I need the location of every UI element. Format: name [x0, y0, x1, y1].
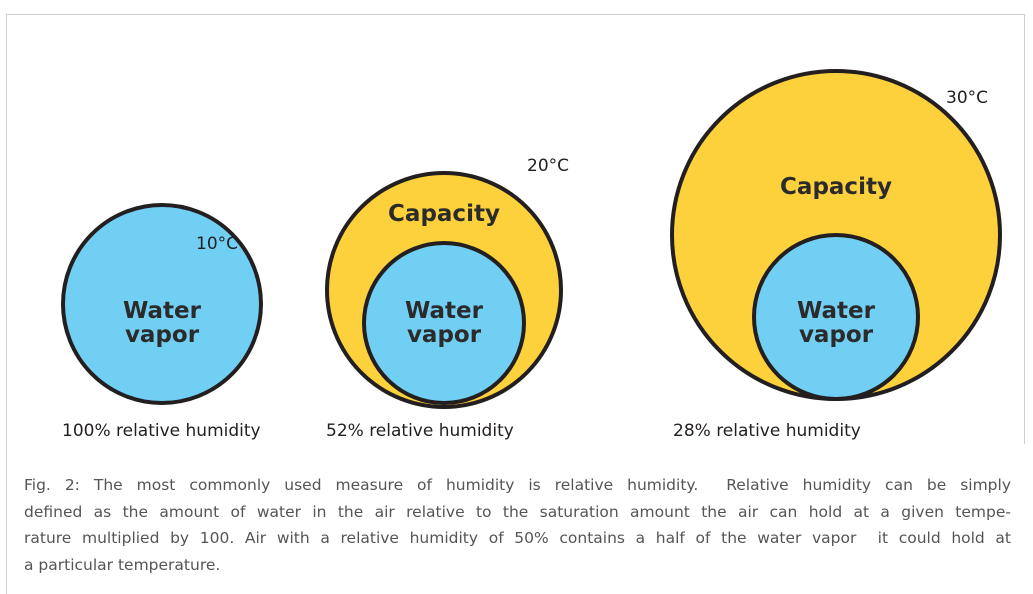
water-label: vapor: [799, 322, 874, 348]
temperature: 10°C: [196, 234, 238, 254]
water-label: Water: [123, 298, 202, 324]
water-label: Water: [797, 298, 876, 324]
caption-line: a particular temperature.: [24, 555, 221, 574]
capacity-label: Capacity: [388, 201, 500, 227]
caption-line: defined as the amount of water in the ai…: [24, 502, 1011, 521]
caption-line: rature multiplied by 100. Air with a rel…: [24, 529, 1011, 547]
figure-box: [6, 14, 1025, 444]
caption: Fig. 2: The most commonly used measure o…: [24, 472, 1011, 578]
humidity-label: 100% relative humidity: [62, 421, 261, 441]
temperature: 20°C: [527, 156, 569, 176]
water-circle: [752, 233, 920, 401]
circles: [61, 69, 1002, 409]
water-circle: [362, 241, 526, 405]
capacity-label: Capacity: [780, 174, 892, 200]
water-label: vapor: [125, 322, 200, 348]
frame: [6, 14, 1026, 594]
humidity-label: 28% relative humidity: [673, 421, 861, 441]
water-label: Water: [405, 298, 484, 324]
humidity-label: 52% relative humidity: [326, 421, 514, 441]
caption-line: Fig. 2: The most commonly used measure o…: [24, 476, 1011, 494]
water-label: vapor: [407, 322, 482, 348]
water-circle: [61, 203, 263, 405]
diagram: 10°C Water vapor 100% relative humidity …: [61, 69, 1002, 441]
temperature: 30°C: [946, 88, 988, 108]
